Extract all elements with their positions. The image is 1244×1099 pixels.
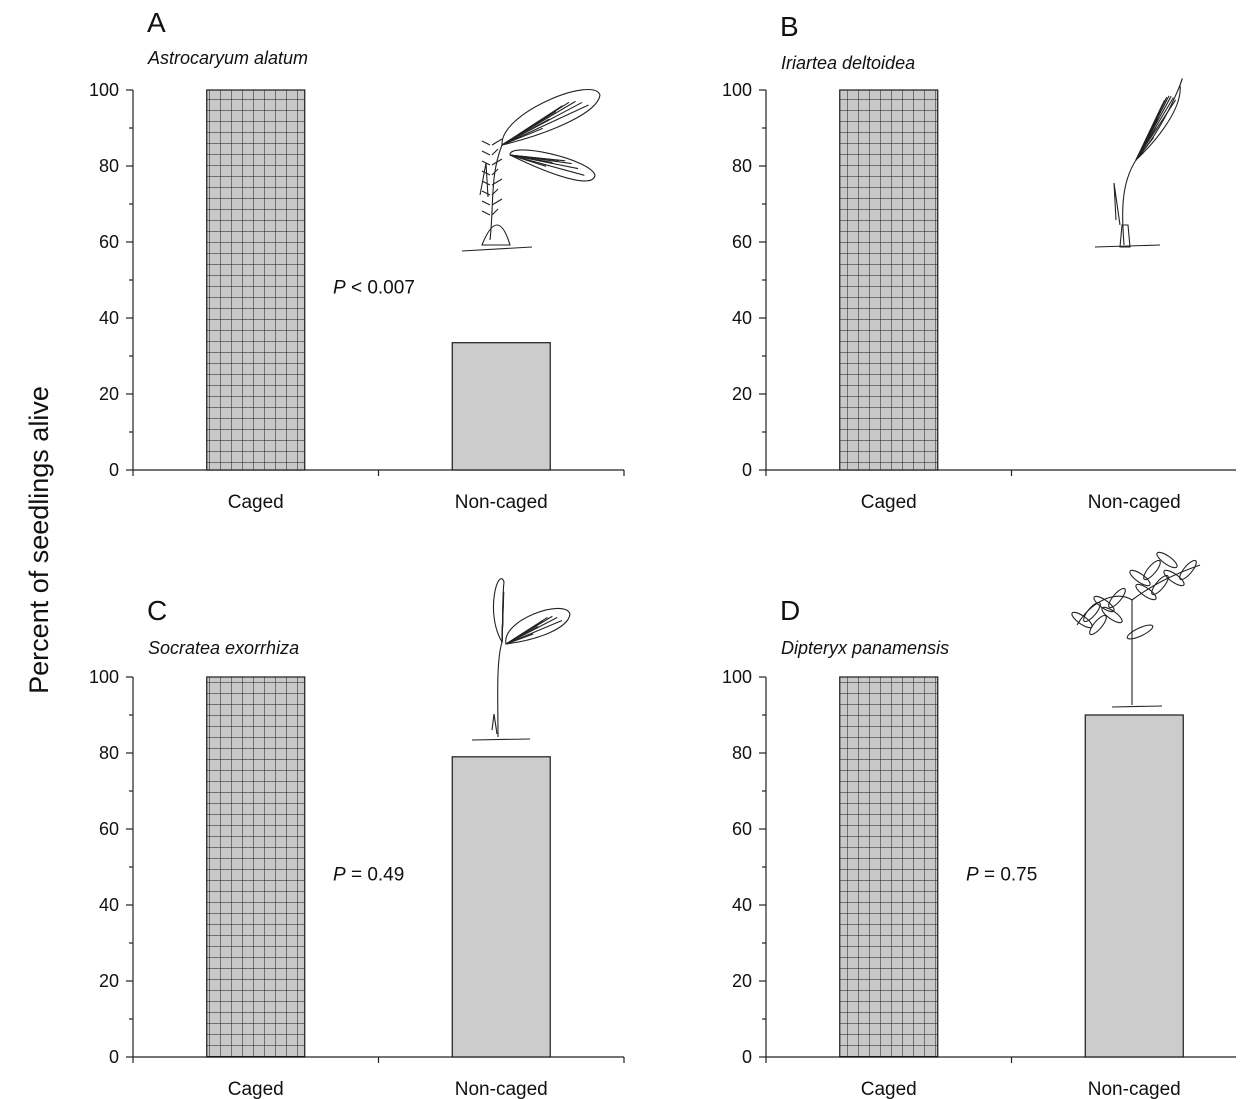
- bar-caged: [839, 676, 939, 1058]
- species-title: Astrocaryum alatum: [147, 48, 308, 68]
- palm-seedling-spiny-icon: [461, 89, 601, 252]
- species-title: Iriartea deltoidea: [781, 53, 915, 73]
- y-tick-label: 100: [722, 80, 752, 100]
- y-tick-label: 20: [99, 384, 119, 404]
- category-label: Non-caged: [455, 1079, 548, 1099]
- bar-caged: [206, 676, 306, 1058]
- y-tick-label: 80: [99, 156, 119, 176]
- y-tick-label: 0: [742, 1047, 752, 1067]
- palm-seedling-single-leaf-icon: [1094, 78, 1183, 248]
- y-tick-label: 0: [109, 460, 119, 480]
- panel-letter: C: [147, 595, 167, 626]
- p-value-annotation: P = 0.49: [333, 865, 404, 886]
- panels: A Astrocaryum alatum 0 20 40 60 80 100 Caged Non-…: [89, 7, 1236, 1099]
- y-tick-label: 40: [732, 308, 752, 328]
- y-tick-label: 80: [732, 743, 752, 763]
- category-label: Caged: [228, 1079, 284, 1099]
- panel-c: C Socratea exorrhiza 0 20 40 60 80 100 Caged Non-…: [89, 578, 625, 1099]
- bar-non-caged: [451, 342, 551, 471]
- category-label: Caged: [228, 492, 284, 513]
- y-tick-label: 20: [732, 384, 752, 404]
- y-tick-label: 60: [99, 819, 119, 839]
- y-tick-label: 20: [99, 971, 119, 991]
- y-tick-label: 60: [732, 232, 752, 252]
- bar-non-caged: [1084, 714, 1184, 1058]
- y-axis-label: Percent of seedlings alive: [24, 386, 54, 694]
- bar-non-caged: [451, 756, 551, 1058]
- category-label: Caged: [861, 1079, 917, 1099]
- y-tick-label: 60: [99, 232, 119, 252]
- y-tick-label: 0: [742, 460, 752, 480]
- panel-letter: A: [147, 7, 166, 38]
- y-tick-label: 100: [722, 667, 752, 687]
- palm-seedling-split-leaf-icon: [471, 578, 571, 741]
- panel-letter: B: [780, 11, 799, 42]
- y-tick-label: 0: [109, 1047, 119, 1067]
- category-label: Non-caged: [455, 492, 548, 513]
- y-tick-label: 80: [732, 156, 752, 176]
- panel-letter: D: [780, 595, 800, 626]
- bar-caged: [839, 89, 939, 471]
- panel-d: D Dipteryx panamensis 0 20 40 60 80 100 Caged Non…: [722, 551, 1236, 1099]
- panel-b: B Iriartea deltoidea 0 20 40 60 80 100 Caged Non-…: [722, 11, 1236, 513]
- p-value-annotation: P < 0.007: [333, 278, 415, 299]
- species-title: Dipteryx panamensis: [781, 638, 949, 658]
- y-tick-label: 40: [732, 895, 752, 915]
- y-tick-label: 20: [732, 971, 752, 991]
- y-tick-label: 40: [99, 308, 119, 328]
- compound-leaf-seedling-icon: [1071, 551, 1201, 708]
- y-tick-label: 100: [89, 80, 119, 100]
- y-tick-label: 60: [732, 819, 752, 839]
- category-label: Non-caged: [1088, 1079, 1181, 1099]
- y-tick-label: 80: [99, 743, 119, 763]
- category-label: Caged: [861, 492, 917, 513]
- p-value-annotation: P = 0.75: [966, 865, 1037, 886]
- bar-caged: [206, 89, 306, 471]
- panel-a: A Astrocaryum alatum 0 20 40 60 80 100 Caged Non-…: [89, 7, 625, 513]
- species-title: Socratea exorrhiza: [148, 638, 299, 658]
- y-tick-label: 40: [99, 895, 119, 915]
- category-label: Non-caged: [1088, 492, 1181, 513]
- y-tick-label: 100: [89, 667, 119, 687]
